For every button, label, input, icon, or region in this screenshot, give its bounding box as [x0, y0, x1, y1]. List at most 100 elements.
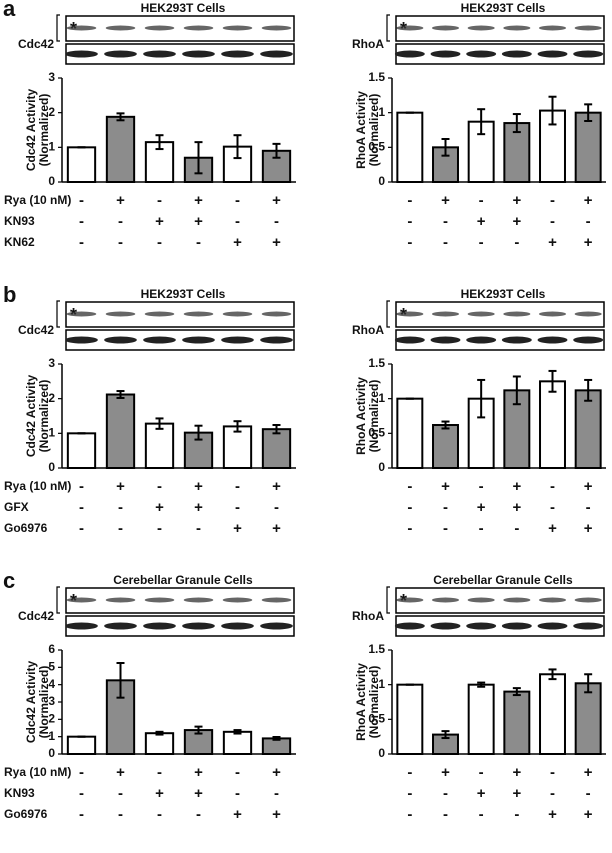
treatment-sign: + [155, 499, 164, 516]
treatment-sign: + [194, 192, 203, 209]
treatment-sign: - [443, 806, 448, 823]
y-axis-label: (Normalized) [367, 666, 381, 739]
treatment-sign: - [235, 499, 240, 516]
y-axis-label: RhoA Activity [354, 91, 368, 169]
blot-band [66, 597, 97, 603]
treatment-sign: - [443, 499, 448, 516]
blot-band [66, 25, 97, 31]
error-bar [477, 681, 486, 688]
treatment-sign: + [272, 520, 281, 537]
blot-band [466, 622, 497, 630]
treatment-sign: - [514, 520, 519, 537]
treatment-sign: - [479, 234, 484, 251]
blot-band [182, 622, 215, 630]
bar [144, 732, 175, 756]
error-bar [441, 730, 450, 740]
blot-band [396, 597, 424, 603]
treatment-sign: + [272, 806, 281, 823]
treatment-sign: - [79, 234, 84, 251]
treatment-sign: - [407, 234, 412, 251]
y-tick-label: 0 [48, 746, 55, 760]
treatment-name: Go6976 [4, 807, 48, 821]
error-bar [548, 668, 557, 681]
treatment-name: KN62 [4, 235, 35, 249]
y-tick-label: 1.5 [368, 642, 385, 656]
blot-band [538, 311, 567, 317]
y-axis-label: Cdc42 Activity [24, 375, 38, 458]
blot-frame [395, 15, 605, 42]
blot-band [573, 50, 604, 58]
blot-band [65, 336, 98, 344]
treatment-sign: - [157, 234, 162, 251]
blot-band [501, 50, 532, 58]
y-tick-label: 0 [378, 174, 385, 188]
treatment-sign: - [443, 785, 448, 802]
treatment-name: Rya (10 nM) [4, 479, 71, 493]
blot-frame [395, 43, 605, 65]
treatment-sign: - [118, 785, 123, 802]
y-tick-label: 1 [48, 426, 55, 440]
blot-band [537, 336, 568, 344]
treatment-sign: - [550, 785, 555, 802]
blot-band [260, 622, 293, 630]
blot-band [430, 622, 461, 630]
blot-band [466, 50, 497, 58]
blot-label: RhoA [352, 37, 384, 51]
blot-band [182, 336, 215, 344]
treatment-sign: + [477, 213, 486, 230]
treatment-sign: - [550, 192, 555, 209]
blot-band [104, 50, 137, 58]
treatment-sign: - [586, 213, 591, 230]
treatment-sign: + [155, 785, 164, 802]
bar [539, 673, 566, 755]
treatment-sign: + [548, 520, 557, 537]
bar [105, 115, 136, 183]
chart-title: Cerebellar Granule Cells [113, 573, 253, 587]
treatment-sign: - [274, 785, 279, 802]
treatment-sign: + [116, 192, 125, 209]
treatment-sign: + [584, 520, 593, 537]
treatment-name: KN93 [4, 214, 35, 228]
treatment-sign: + [477, 785, 486, 802]
treatment-sign: + [548, 806, 557, 823]
y-axis-label: (Normalized) [37, 666, 51, 739]
y-tick-label: 0 [378, 460, 385, 474]
blot-frame [65, 15, 295, 42]
treatment-sign: + [233, 520, 242, 537]
error-bar [584, 378, 593, 402]
error-bar [512, 687, 521, 697]
blot-band [394, 336, 425, 344]
blot-band [430, 50, 461, 58]
y-axis-label: Cdc42 Activity [24, 89, 38, 172]
blot-band [431, 597, 460, 603]
treatment-sign: + [584, 192, 593, 209]
blot-band [261, 311, 292, 317]
error-bar [272, 736, 281, 741]
blot-band [467, 311, 495, 317]
y-axis-label: Cdc42 Activity [24, 661, 38, 744]
treatment-sign: + [194, 764, 203, 781]
treatment-sign: - [118, 520, 123, 537]
treatment-sign: + [441, 192, 450, 209]
panel-label: a [3, 0, 16, 21]
y-tick-label: 1.5 [368, 70, 385, 84]
blot-band [105, 25, 136, 31]
blot-band [65, 622, 98, 630]
y-tick-label: 1 [378, 105, 385, 119]
treatment-name: KN93 [4, 786, 35, 800]
error-bar [233, 420, 242, 433]
blot-frame [65, 615, 295, 637]
blot-label: RhoA [352, 323, 384, 337]
y-tick-label: 1.5 [368, 356, 385, 370]
treatment-sign: - [235, 785, 240, 802]
error-bar [548, 369, 557, 393]
y-axis-label: RhoA Activity [354, 663, 368, 741]
treatment-sign: + [512, 192, 521, 209]
blot-band [503, 597, 531, 603]
bar [574, 111, 602, 183]
blot-band [221, 622, 254, 630]
blot-band [538, 25, 567, 31]
chart-title: HEK293T Cells [461, 287, 546, 301]
treatment-sign: + [584, 764, 593, 781]
